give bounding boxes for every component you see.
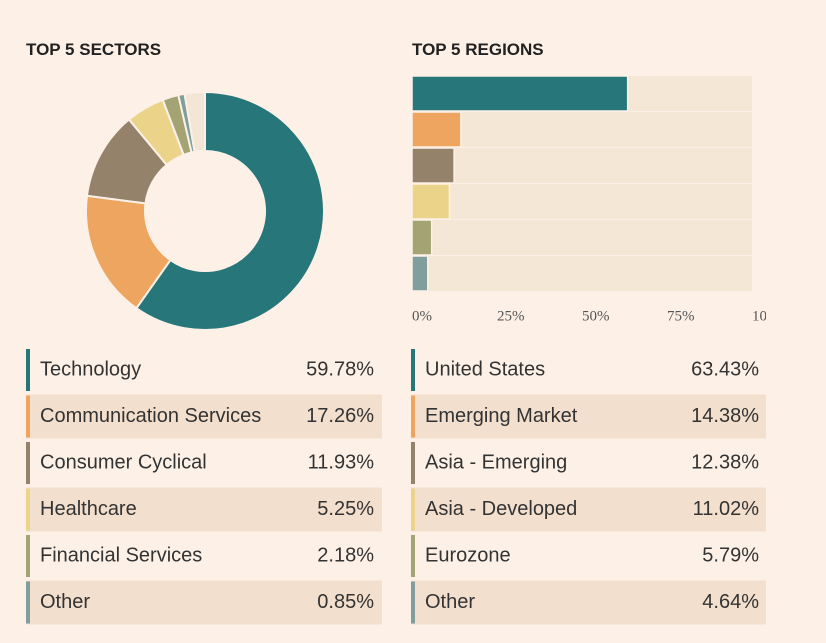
legend-label: Asia - Emerging [425,451,567,473]
value-label: 63.43% [691,358,759,380]
legend-label: Other [425,591,475,613]
legend-swatch [26,535,30,577]
value-label: 14.38% [691,405,759,427]
legend-label: Emerging Market [425,405,578,427]
legend-swatch [411,581,415,624]
value-label: 11.93% [308,451,375,473]
legend-swatch [411,535,415,577]
legend-label: Communication Services [40,405,261,427]
legend-swatch [411,395,415,438]
chart-title: TOP 5 SECTORS [26,40,161,59]
x-tick-label: 50% [582,308,610,324]
bar-track [412,148,752,183]
legend-swatch [26,349,30,391]
bar [411,75,629,112]
legend-label: Asia - Developed [425,498,577,520]
legend-label: United States [425,358,545,380]
bar-track [412,112,752,147]
row-background [26,394,382,439]
row-background [26,580,382,625]
legend-swatch [26,581,30,624]
legend-label: Eurozone [425,544,511,566]
x-tick-label: 25% [497,308,525,324]
row-background [411,580,766,625]
chart-title: TOP 5 REGIONS [412,40,544,59]
row-background [411,487,766,532]
value-label: 0.85% [317,591,374,613]
bar [411,255,429,292]
value-label: 5.79% [702,544,759,566]
bar [411,147,455,184]
chart: TOP 5 SECTORS TOP 5 REGIONS Technology 59… [26,40,766,625]
legend-label: Financial Services [40,544,202,566]
x-tick-label: 0% [412,308,432,324]
legend-swatch [411,488,415,531]
legend-label: Technology [40,358,141,380]
pie-slice [183,90,206,154]
x-tick-label: 75% [667,308,695,324]
value-label: 11.02% [693,498,760,520]
bar-track [412,184,752,219]
legend-label: Healthcare [40,498,137,520]
row-background [411,394,766,439]
row-background [26,487,382,532]
legend-swatch [26,442,30,484]
bar [411,111,462,148]
value-label: 5.25% [317,498,374,520]
pie-slice [134,90,325,331]
value-label: 17.26% [306,405,374,427]
value-label: 12.38% [691,451,759,473]
legend-label: Other [40,591,90,613]
x-tick-label: 100% [752,308,766,324]
bar [411,183,451,220]
legend-swatch [411,442,415,484]
legend-swatch [26,395,30,438]
value-label: 4.64% [702,591,759,613]
value-label: 2.18% [317,544,374,566]
bar-track [412,256,752,291]
legend-label: Consumer Cyclical [40,451,207,473]
bar [411,219,433,256]
value-label: 59.78% [306,358,374,380]
legend-swatch [26,488,30,531]
bar-track [412,220,752,255]
legend-swatch [411,349,415,391]
